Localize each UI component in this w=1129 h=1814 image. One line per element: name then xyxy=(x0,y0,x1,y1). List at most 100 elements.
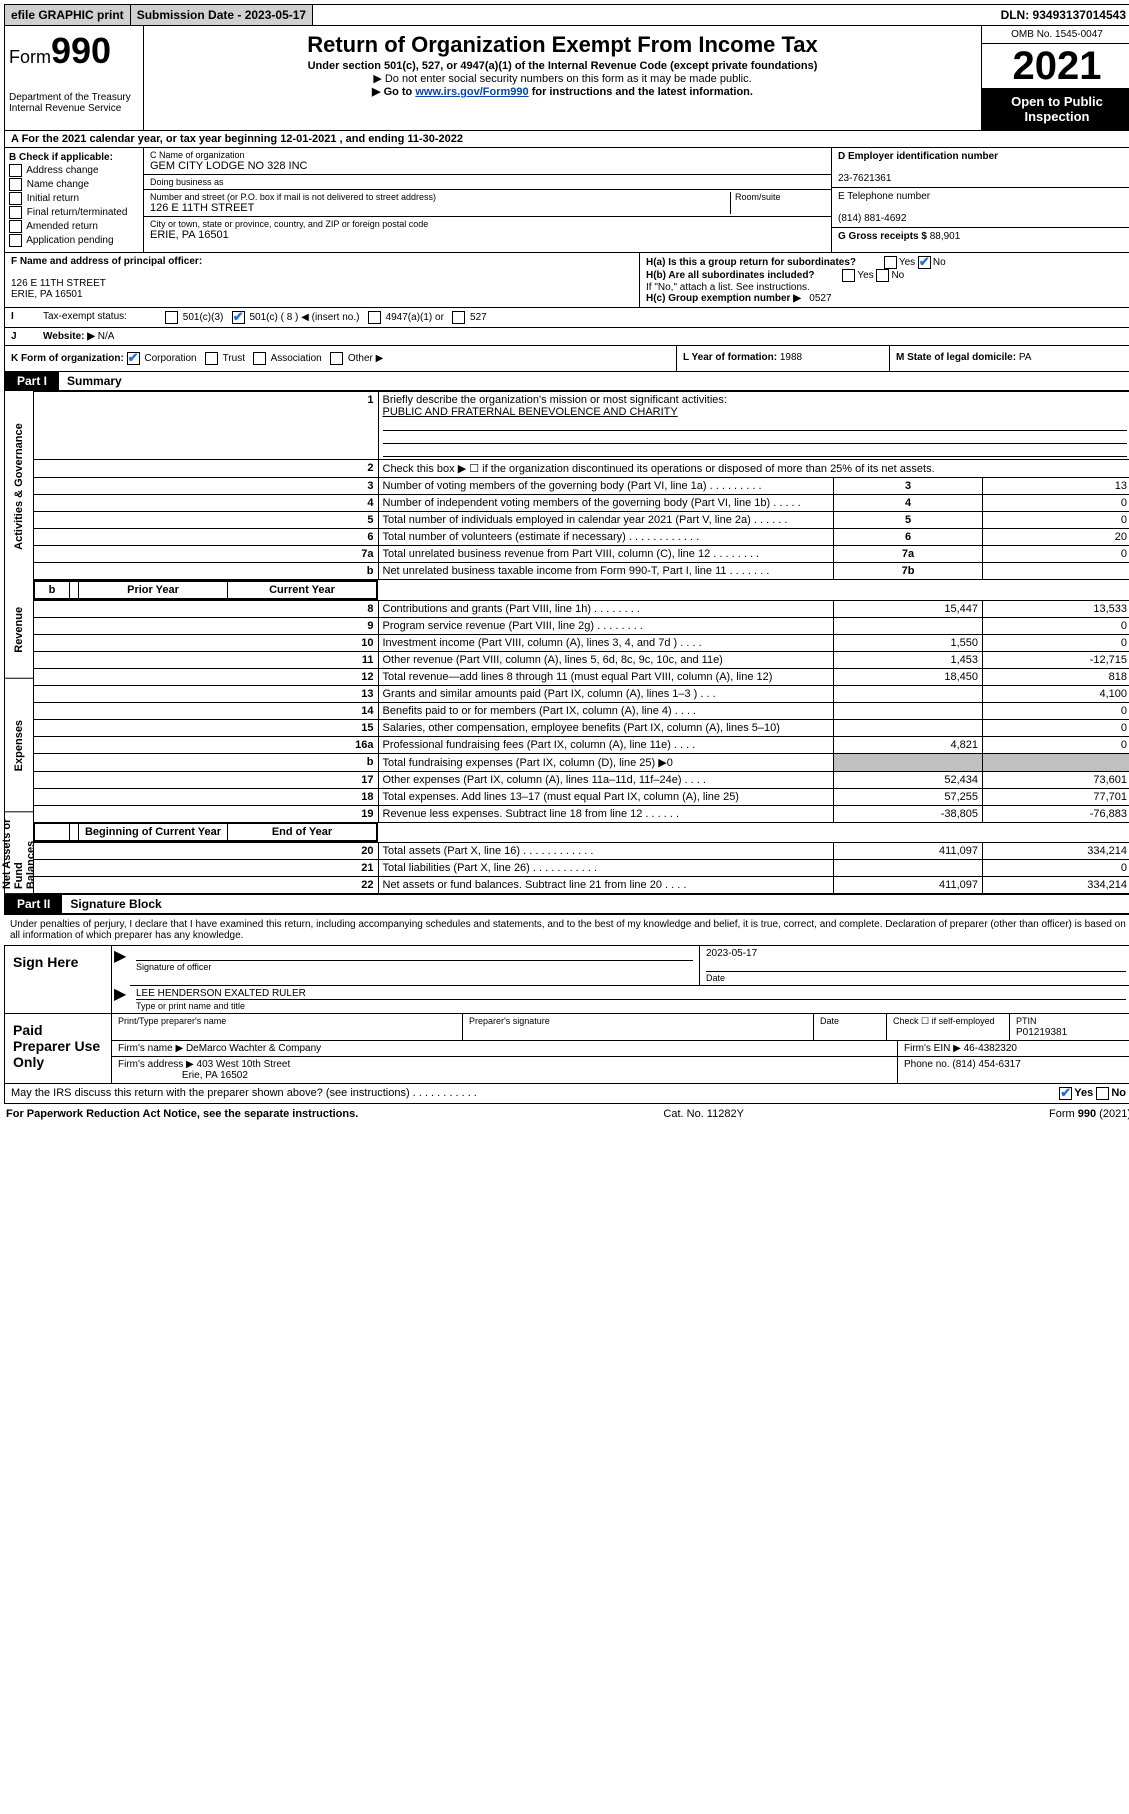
subtitle-2: ▶ Do not enter social security numbers o… xyxy=(148,72,977,85)
state-domicile: PA xyxy=(1019,352,1032,363)
cb-name-change[interactable]: Name change xyxy=(9,178,139,191)
part-i-header: Part I Summary xyxy=(4,372,1129,391)
discuss-no-cb[interactable] xyxy=(1096,1087,1109,1100)
cb-corp[interactable] xyxy=(127,352,140,365)
row-a-tax-year: A For the 2021 calendar year, or tax yea… xyxy=(4,131,1129,148)
omb-number: OMB No. 1545-0047 xyxy=(982,26,1129,44)
summary-row: 20Total assets (Part X, line 16) . . . .… xyxy=(34,843,1129,860)
summary-row: 21Total liabilities (Part X, line 26) . … xyxy=(34,860,1129,877)
gross-receipts: 88,901 xyxy=(930,231,961,242)
instructions-link[interactable]: www.irs.gov/Form990 xyxy=(415,86,528,98)
summary-row: 8Contributions and grants (Part VIII, li… xyxy=(34,601,1129,618)
group-exemption: 0527 xyxy=(809,293,831,304)
city-state-zip: ERIE, PA 16501 xyxy=(150,229,825,241)
phone-value: (814) 881-4692 xyxy=(838,213,906,224)
cb-application-pending[interactable]: Application pending xyxy=(9,234,139,247)
section-h: H(a) Is this a group return for subordin… xyxy=(640,253,1129,307)
hb-note: If "No," attach a list. See instructions… xyxy=(646,282,1126,293)
summary-row: 3Number of voting members of the governi… xyxy=(34,478,1129,495)
summary-row: 14Benefits paid to or for members (Part … xyxy=(34,703,1129,720)
sign-date: 2023-05-17 Date xyxy=(700,946,1129,985)
summary-row: 13Grants and similar amounts paid (Part … xyxy=(34,686,1129,703)
firm-name-cell: Firm's name ▶ DeMarco Wachter & Company xyxy=(112,1041,898,1056)
cb-501c[interactable] xyxy=(232,311,245,324)
year-formation: 1988 xyxy=(780,352,802,363)
cb-trust[interactable] xyxy=(205,352,218,365)
summary-row: 12Total revenue—add lines 8 through 11 (… xyxy=(34,669,1129,686)
street-address: 126 E 11TH STREET xyxy=(150,202,730,214)
cb-other[interactable] xyxy=(330,352,343,365)
hb-no-cb[interactable] xyxy=(876,269,889,282)
summary-row: 7aTotal unrelated business revenue from … xyxy=(34,546,1129,563)
row-i-tax-status: I Tax-exempt status: 501(c)(3) 501(c) ( … xyxy=(4,308,1129,328)
form-header: Form990 Department of the Treasury Inter… xyxy=(4,26,1129,131)
room-label: Room/suite xyxy=(735,192,825,202)
dept-label: Department of the Treasury xyxy=(9,92,139,103)
ein-value: 23-7621361 xyxy=(838,173,891,184)
penalties-text: Under penalties of perjury, I declare th… xyxy=(4,914,1129,945)
cb-527[interactable] xyxy=(452,311,465,324)
summary-row: 6Total number of volunteers (estimate if… xyxy=(34,529,1129,546)
hb-yes-cb[interactable] xyxy=(842,269,855,282)
vlabel-activities: Activities & Governance xyxy=(5,391,33,582)
summary-row: bTotal fundraising expenses (Part IX, co… xyxy=(34,754,1129,772)
ha-yes-cb[interactable] xyxy=(884,256,897,269)
firm-addr-cell: Firm's address ▶ 403 West 10th Street Er… xyxy=(112,1057,898,1083)
summary-row: 11Other revenue (Part VIII, column (A), … xyxy=(34,652,1129,669)
summary-row: 16aProfessional fundraising fees (Part I… xyxy=(34,737,1129,754)
section-d: D Employer identification number 23-7621… xyxy=(831,148,1129,252)
dln: DLN: 93493137014543 xyxy=(995,5,1129,25)
row-fh: F Name and address of principal officer:… xyxy=(4,253,1129,308)
ha-no-cb[interactable] xyxy=(918,256,931,269)
self-employed-cb[interactable]: Check ☐ if self-employed xyxy=(887,1014,1010,1040)
footer-cat: Cat. No. 11282Y xyxy=(663,1108,744,1120)
tax-year: 2021 xyxy=(982,44,1129,88)
row-k: K Form of organization: Corporation Trus… xyxy=(4,346,1129,372)
block-bcde: B Check if applicable: Address change Na… xyxy=(4,148,1129,253)
officer-addr1: 126 E 11TH STREET xyxy=(11,278,106,289)
section-c: C Name of organization GEM CITY LODGE NO… xyxy=(144,148,831,252)
efile-button[interactable]: efile GRAPHIC print xyxy=(5,5,131,25)
discuss-row: May the IRS discuss this return with the… xyxy=(4,1084,1129,1104)
discuss-yes-cb[interactable] xyxy=(1059,1087,1072,1100)
cb-amended[interactable]: Amended return xyxy=(9,220,139,233)
row-j-website: J Website: ▶ N/A xyxy=(4,328,1129,346)
org-name: GEM CITY LODGE NO 328 INC xyxy=(150,160,825,172)
summary-row: 19Revenue less expenses. Subtract line 1… xyxy=(34,806,1129,823)
firm-phone-cell: Phone no. (814) 454-6317 xyxy=(898,1057,1129,1083)
cb-assoc[interactable] xyxy=(253,352,266,365)
summary-row: bNet unrelated business taxable income f… xyxy=(34,563,1129,580)
preparer-sig-cell[interactable]: Preparer's signature xyxy=(463,1014,814,1040)
summary-row: 18Total expenses. Add lines 13–17 (must … xyxy=(34,789,1129,806)
summary-row: 10Investment income (Part VIII, column (… xyxy=(34,635,1129,652)
summary-row: 4Number of independent voting members of… xyxy=(34,495,1129,512)
sign-here-block: Sign Here ▶▶ Signature of officer 2023-0… xyxy=(4,945,1129,1014)
officer-addr2: ERIE, PA 16501 xyxy=(11,289,83,300)
summary-row: 22Net assets or fund balances. Subtract … xyxy=(34,877,1129,894)
officer-name: LEE HENDERSON EXALTED RULER Type or prin… xyxy=(130,986,1129,1013)
submission-date: Submission Date - 2023-05-17 xyxy=(131,5,313,25)
preparer-date-cell[interactable]: Date xyxy=(814,1014,887,1040)
part-ii-header: Part II Signature Block xyxy=(4,895,1129,914)
cb-address-change[interactable]: Address change xyxy=(9,164,139,177)
summary-row: 15Salaries, other compensation, employee… xyxy=(34,720,1129,737)
preparer-name-cell[interactable]: Print/Type preparer's name xyxy=(112,1014,463,1040)
summary-row: 9Program service revenue (Part VIII, lin… xyxy=(34,618,1129,635)
cb-initial-return[interactable]: Initial return xyxy=(9,192,139,205)
cb-final-return[interactable]: Final return/terminated xyxy=(9,206,139,219)
form-title: Return of Organization Exempt From Incom… xyxy=(148,32,977,58)
open-to-public: Open to Public Inspection xyxy=(982,88,1129,130)
cb-4947[interactable] xyxy=(368,311,381,324)
ein-label: D Employer identification number xyxy=(838,151,998,162)
sign-here-label: Sign Here xyxy=(5,946,112,1013)
cb-501c3[interactable] xyxy=(165,311,178,324)
subtitle-3: ▶ Go to www.irs.gov/Form990 for instruct… xyxy=(148,85,977,98)
officer-signature[interactable]: Signature of officer xyxy=(130,946,700,985)
section-b: B Check if applicable: Address change Na… xyxy=(5,148,144,252)
c-name-label: C Name of organization xyxy=(150,150,825,160)
paid-preparer-block: Paid Preparer Use Only Print/Type prepar… xyxy=(4,1014,1129,1084)
arrow-icon: ▶▶ xyxy=(112,946,130,1013)
summary-table: Activities & Governance Revenue Expenses… xyxy=(4,391,1129,895)
vlabel-expenses: Expenses xyxy=(5,679,33,812)
phone-label: E Telephone number xyxy=(838,191,930,202)
